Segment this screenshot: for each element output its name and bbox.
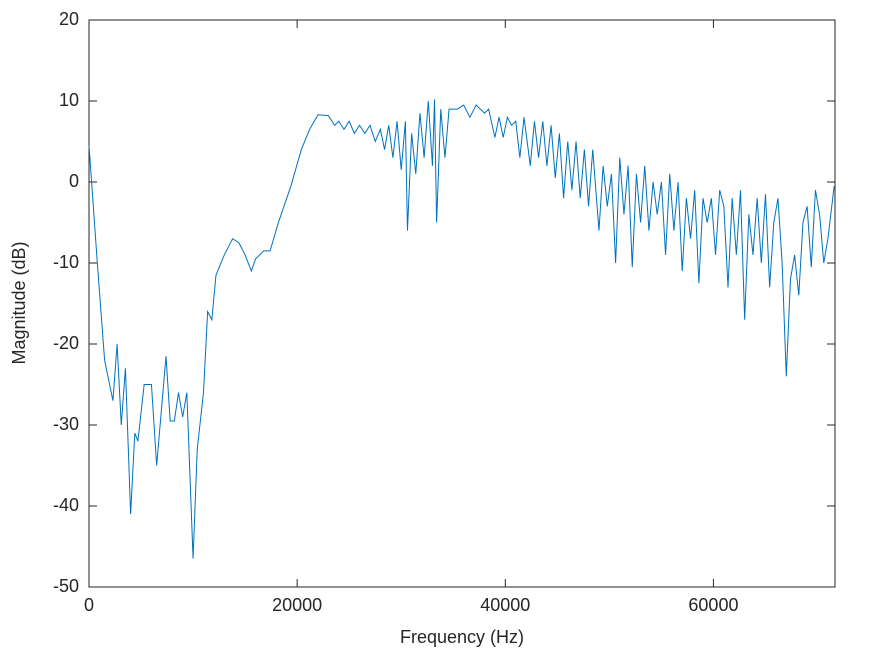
y-tick-label: -40 [53,495,79,515]
plot-area [88,19,836,588]
y-tick-label: 20 [59,9,79,29]
x-tick-label: 40000 [480,595,530,615]
x-tick-label: 60000 [688,595,738,615]
y-tick-label: -20 [53,333,79,353]
x-axis-label: Frequency (Hz) [400,627,524,647]
y-axis-label: Magnitude (dB) [9,241,29,364]
y-tick-label: -50 [53,576,79,596]
y-tick-label: 0 [69,171,79,191]
y-tick-label: -10 [53,252,79,272]
y-tick-label: 10 [59,90,79,110]
x-tick-label: 0 [84,595,94,615]
x-tick-label: 20000 [272,595,322,615]
y-tick-label: -30 [53,414,79,434]
data-line [88,99,835,559]
